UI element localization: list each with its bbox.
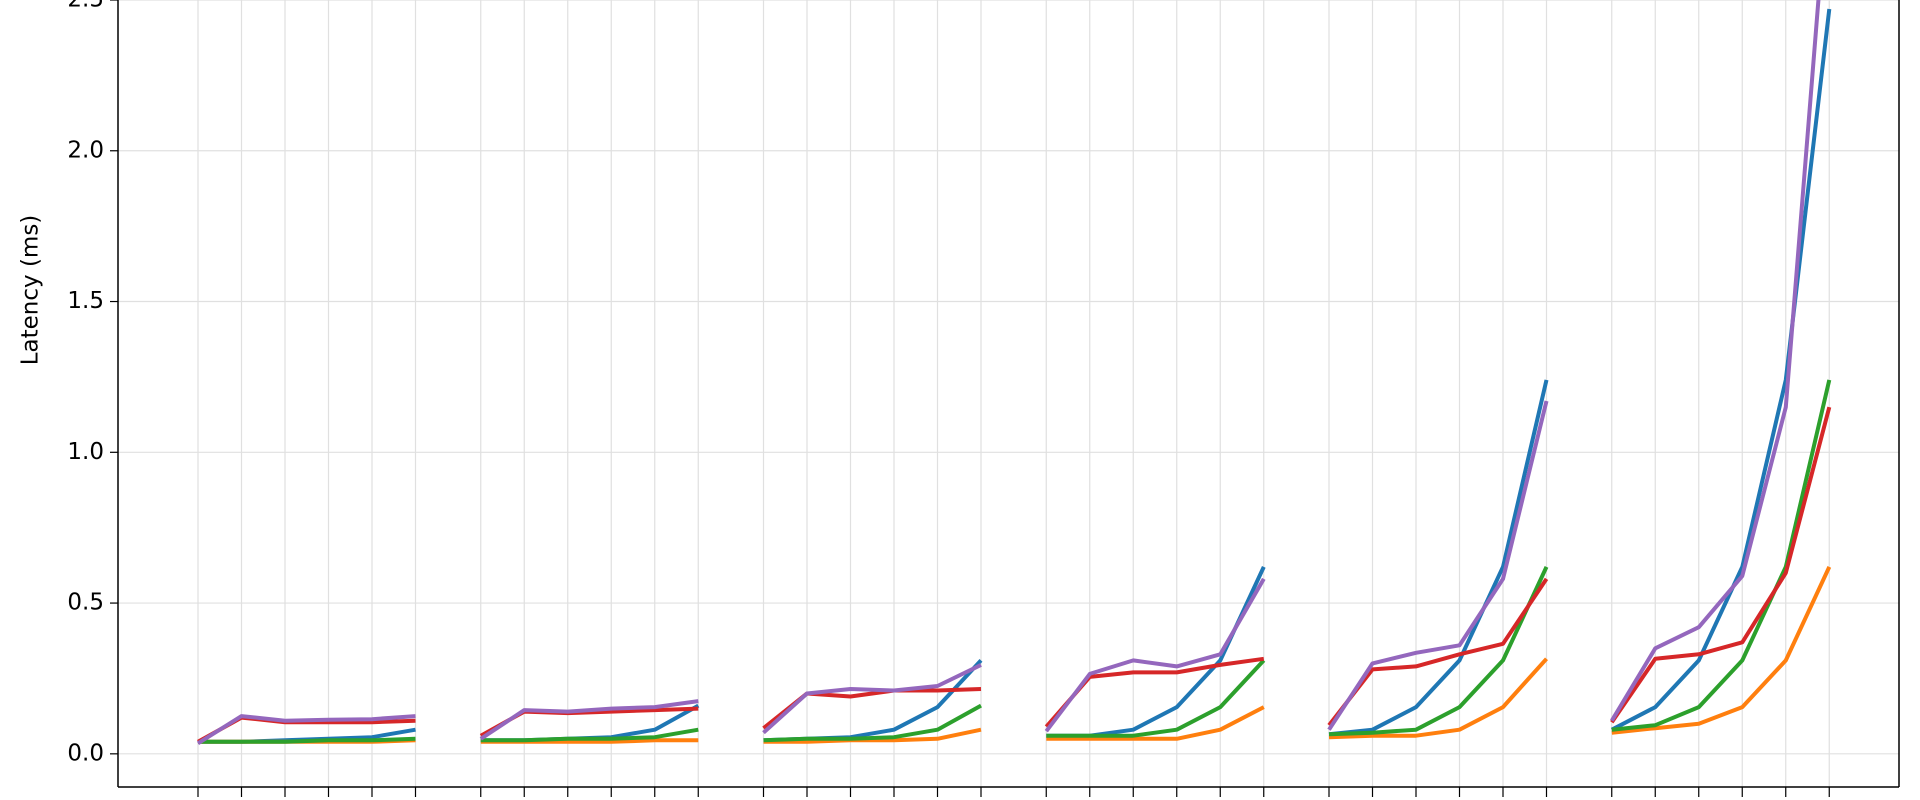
y-tick-label: 2.5	[67, 0, 104, 13]
grid	[118, 0, 1899, 787]
series-line	[198, 379, 1832, 744]
series-line	[197, 406, 1832, 744]
y-axis-label: Latency (ms)	[18, 215, 44, 366]
series-line	[198, 566, 1832, 744]
y-tick-label: 1.5	[67, 288, 104, 314]
plot-lines	[196, 0, 1832, 745]
y-tick-label: 2.0	[67, 137, 104, 163]
y-tick-label: 1.0	[67, 439, 104, 465]
y-tick-label: 0.5	[67, 590, 104, 616]
series-line	[196, 0, 1821, 745]
series-line	[198, 8, 1832, 744]
y-tick-label: 0.0	[67, 740, 104, 766]
